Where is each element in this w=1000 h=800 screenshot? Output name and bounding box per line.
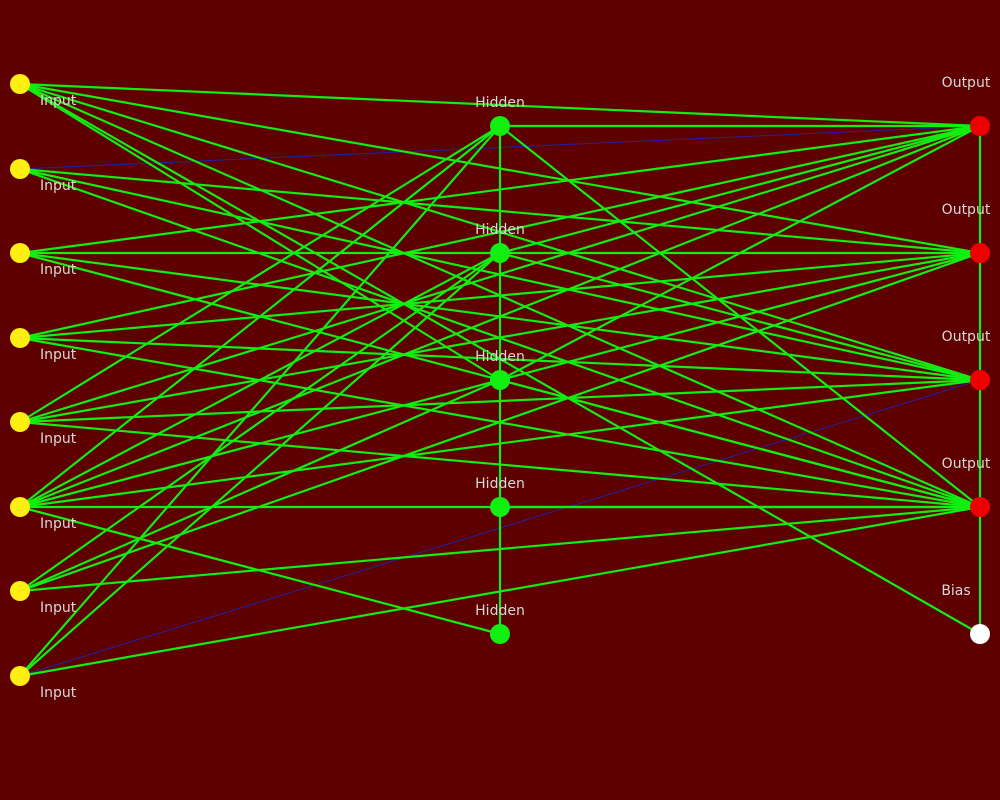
output-node-4 (970, 497, 990, 517)
input-label-4: Input (40, 347, 77, 363)
network-nodes (10, 74, 990, 686)
strong-connection-edge (19, 252, 501, 508)
output-node-2 (970, 243, 990, 263)
input-label-8: Input (40, 685, 77, 701)
input-label-7: Input (40, 600, 77, 616)
strong-connection-edge (499, 251, 981, 382)
bias-label: Bias (941, 583, 970, 599)
hidden-label-5: Hidden (475, 603, 525, 619)
output-label-1: Output (942, 75, 991, 91)
hidden-node-1 (490, 116, 510, 136)
node-labels: Input Input Input Input Input Input Input Input… (40, 75, 991, 701)
hidden-node-5 (490, 624, 510, 644)
output-label-3: Output (942, 329, 991, 345)
input-node-6 (10, 497, 30, 517)
strong-connection-edge (19, 125, 501, 677)
input-node-2 (10, 159, 30, 179)
strong-connection-edge (499, 124, 981, 255)
input-node-1 (10, 74, 30, 94)
output-node-1 (970, 116, 990, 136)
strong-connection-edge (19, 252, 501, 677)
input-label-1: Input (40, 93, 77, 109)
input-label-3: Input (40, 262, 77, 278)
strong-connection-edge (499, 125, 981, 381)
hidden-label-3: Hidden (475, 349, 525, 365)
hidden-node-3 (490, 370, 510, 390)
input-label-6: Input (40, 516, 77, 532)
output-label-4: Output (942, 456, 991, 472)
strong-connection-edge (19, 83, 501, 381)
input-node-8 (10, 666, 30, 686)
input-node-3 (10, 243, 30, 263)
strong-connection-edge (19, 125, 501, 423)
hidden-label-2: Hidden (475, 222, 525, 238)
strong-connection-edge (19, 125, 501, 508)
strong-connection-edge (19, 378, 501, 593)
input-label-2: Input (40, 178, 77, 194)
strong-connection-edge (19, 82, 981, 128)
hidden-label-1: Hidden (475, 95, 525, 111)
input-node-4 (10, 328, 30, 348)
hidden-node-4 (490, 497, 510, 517)
bias-node (970, 624, 990, 644)
hidden-label-4: Hidden (475, 476, 525, 492)
input-label-5: Input (40, 431, 77, 447)
input-node-5 (10, 412, 30, 432)
output-label-2: Output (942, 202, 991, 218)
strong-connection-edge (19, 252, 501, 592)
strong-connection-edge (499, 378, 981, 509)
hidden-node-2 (490, 243, 510, 263)
input-node-7 (10, 581, 30, 601)
connection-edges (19, 82, 982, 678)
output-node-3 (970, 370, 990, 390)
